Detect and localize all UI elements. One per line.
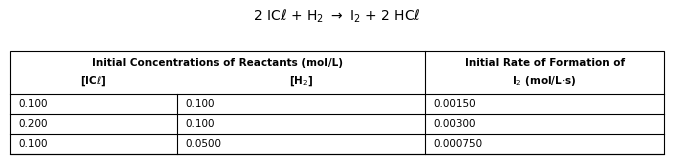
Text: [IC$\ell$]: [IC$\ell$] — [80, 74, 106, 88]
Text: 0.0500: 0.0500 — [185, 139, 221, 149]
Text: 0.00150: 0.00150 — [433, 99, 476, 109]
Text: 2 IC$\ell$ + H$_2$ $\rightarrow$ I$_2$ + 2 HC$\ell$: 2 IC$\ell$ + H$_2$ $\rightarrow$ I$_2$ +… — [253, 7, 421, 25]
Text: 0.100: 0.100 — [185, 99, 214, 109]
Text: I$_2$ (mol/L$\cdot$s): I$_2$ (mol/L$\cdot$s) — [512, 74, 577, 88]
Text: 0.100: 0.100 — [185, 119, 214, 129]
Text: 0.100: 0.100 — [18, 99, 48, 109]
Text: 0.00300: 0.00300 — [433, 119, 476, 129]
Text: 0.000750: 0.000750 — [433, 139, 483, 149]
Text: Initial Rate of Formation of: Initial Rate of Formation of — [464, 58, 625, 68]
Text: 0.100: 0.100 — [18, 139, 48, 149]
Text: [H$_2$]: [H$_2$] — [289, 74, 313, 88]
Text: 0.200: 0.200 — [18, 119, 48, 129]
Text: Initial Concentrations of Reactants (mol/L): Initial Concentrations of Reactants (mol… — [92, 58, 343, 68]
